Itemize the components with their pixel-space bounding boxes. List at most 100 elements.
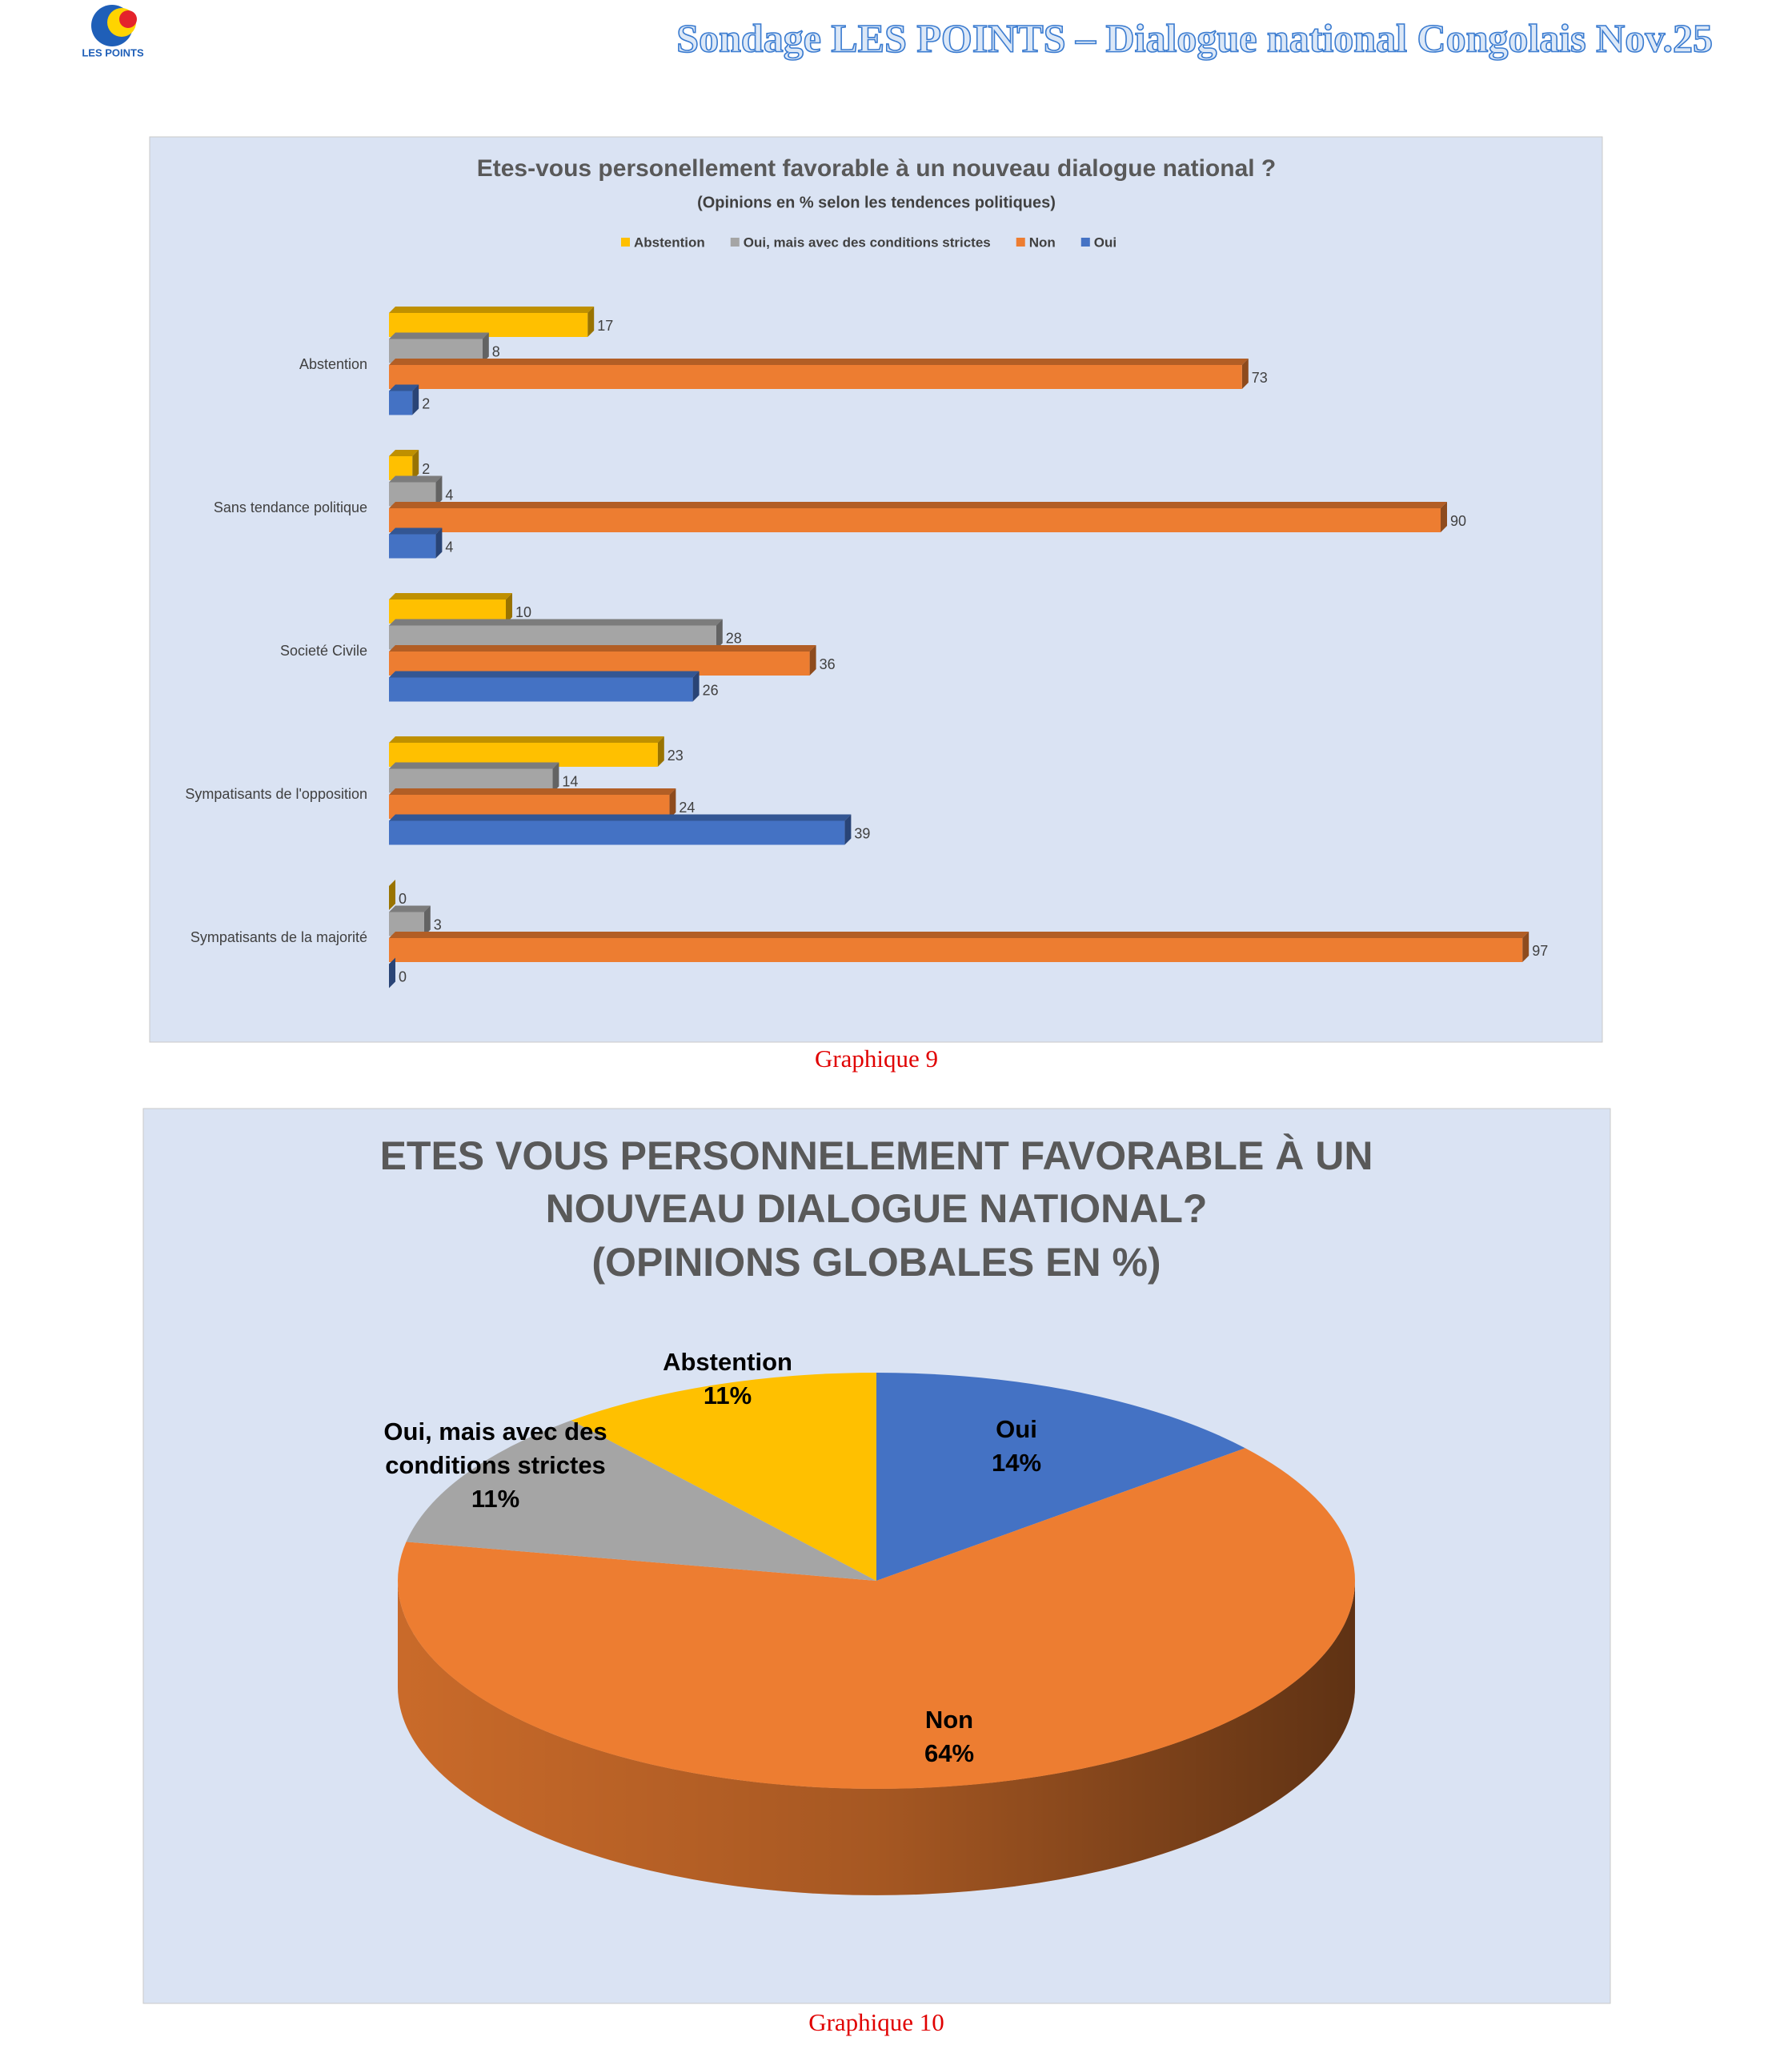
bar-top xyxy=(389,645,816,652)
data-label: 73 xyxy=(1252,370,1268,386)
logo: LES POINTS xyxy=(82,5,144,58)
bar-side xyxy=(552,762,559,793)
bar-side xyxy=(716,619,723,650)
data-label: 23 xyxy=(667,748,684,764)
bar xyxy=(389,508,1441,532)
legend-swatch xyxy=(730,238,740,247)
y-tick-label: Societé Civile xyxy=(280,643,367,659)
bar xyxy=(389,677,693,702)
bar-side xyxy=(435,475,443,507)
bar xyxy=(389,391,413,415)
bar-side xyxy=(1522,932,1529,962)
header-title: Sondage LES POINTS – Dialogue national C… xyxy=(676,15,1713,60)
pie-label: Oui 14% xyxy=(952,1413,1080,1480)
bar-top xyxy=(389,814,852,821)
y-tick-label: Abstention xyxy=(299,356,367,372)
data-label: 11% xyxy=(703,1381,752,1409)
category-label: Abstention xyxy=(663,1348,792,1376)
caption: Graphique 9 xyxy=(815,1045,938,1073)
data-label: 39 xyxy=(854,825,870,841)
legend-label: Oui xyxy=(1094,235,1116,250)
bar-side xyxy=(1441,502,1447,532)
bar xyxy=(389,534,436,559)
data-label: 11% xyxy=(471,1485,520,1513)
legend-swatch xyxy=(1016,238,1025,247)
pie-side-shade xyxy=(398,1581,1355,1895)
legend-swatch xyxy=(621,238,630,247)
data-label: 90 xyxy=(1450,513,1466,529)
bar-side xyxy=(809,645,816,676)
legend-label: Oui, mais avec des conditions strictes xyxy=(744,235,991,250)
pie-slice xyxy=(571,1373,876,1581)
bar-side xyxy=(389,957,395,988)
bar-side xyxy=(412,450,419,480)
data-label: 0 xyxy=(399,891,407,907)
chart-area xyxy=(149,136,1603,1043)
bar-top xyxy=(389,332,489,339)
y-tick-label: Sans tendance politique xyxy=(214,499,367,515)
data-label: 2 xyxy=(422,395,430,411)
category-label: Non xyxy=(924,1706,974,1734)
pie-label: Oui, mais avec des conditions strictes 11… xyxy=(363,1415,627,1516)
bar-side xyxy=(482,332,489,363)
bar-top xyxy=(389,307,595,313)
data-label: 64% xyxy=(924,1739,975,1767)
y-tick-label: Sympatisants de l'opposition xyxy=(185,786,367,802)
chart-title: NOUVEAU DIALOGUE NATIONAL? xyxy=(546,1186,1208,1231)
data-label: 2 xyxy=(422,461,430,477)
chart-subtitle: (Opinions en % selon les tendences polit… xyxy=(697,194,1056,211)
legend-label: Abstention xyxy=(634,235,705,250)
data-label: 24 xyxy=(679,800,695,816)
data-label: 36 xyxy=(820,656,836,672)
logo-text: LES POINTS xyxy=(82,46,144,58)
bar-top xyxy=(389,788,676,795)
bar-side xyxy=(844,814,852,845)
bar-top xyxy=(389,502,1447,508)
data-label: 28 xyxy=(726,630,742,646)
chart-title: Etes-vous personellement favorable à un … xyxy=(477,155,1277,182)
bar-side xyxy=(657,736,664,767)
bar-top xyxy=(389,736,664,743)
data-label: 97 xyxy=(1532,943,1548,959)
bar-top xyxy=(389,905,431,912)
pie-slice xyxy=(876,1373,1245,1581)
category-label: Oui xyxy=(996,1415,1037,1443)
bar-top xyxy=(389,671,700,678)
data-label: 17 xyxy=(597,318,613,334)
caption: Graphique 10 xyxy=(808,2008,944,2036)
data-label: 4 xyxy=(445,539,453,555)
data-label: 0 xyxy=(399,968,407,984)
data-label: 8 xyxy=(492,343,500,359)
data-label: 14% xyxy=(991,1449,1042,1477)
bar-side xyxy=(692,671,700,702)
bar-side xyxy=(435,527,443,559)
chart-title: ETES VOUS PERSONNELEMENT FAVORABLE À UN xyxy=(380,1133,1373,1178)
bar-top xyxy=(389,359,1249,365)
bar-top xyxy=(389,762,559,769)
bar-top xyxy=(389,384,419,391)
bar-side xyxy=(669,788,676,819)
bar-top xyxy=(389,475,443,483)
bar-top xyxy=(389,619,723,626)
bar-side xyxy=(587,307,595,337)
bar-side xyxy=(1241,359,1249,389)
data-label: 10 xyxy=(515,604,531,620)
data-label: 4 xyxy=(445,487,453,503)
legend-swatch xyxy=(1080,238,1090,247)
chart-title: (OPINIONS GLOBALES EN %) xyxy=(591,1240,1161,1285)
pie-slice xyxy=(406,1420,876,1581)
bar-side xyxy=(506,593,512,624)
legend-label: Non xyxy=(1029,235,1056,250)
bar-top xyxy=(389,932,1529,938)
data-label: 26 xyxy=(703,682,719,698)
bar-top xyxy=(389,593,512,599)
category-label: Oui, mais avec des conditions strictes xyxy=(383,1417,607,1479)
data-label: 3 xyxy=(434,916,442,932)
pie-slice xyxy=(397,1448,1355,1789)
data-label: 14 xyxy=(562,773,578,789)
bar-side xyxy=(423,905,431,936)
bar xyxy=(389,365,1242,389)
pie-label: Abstention 11% xyxy=(647,1345,808,1413)
